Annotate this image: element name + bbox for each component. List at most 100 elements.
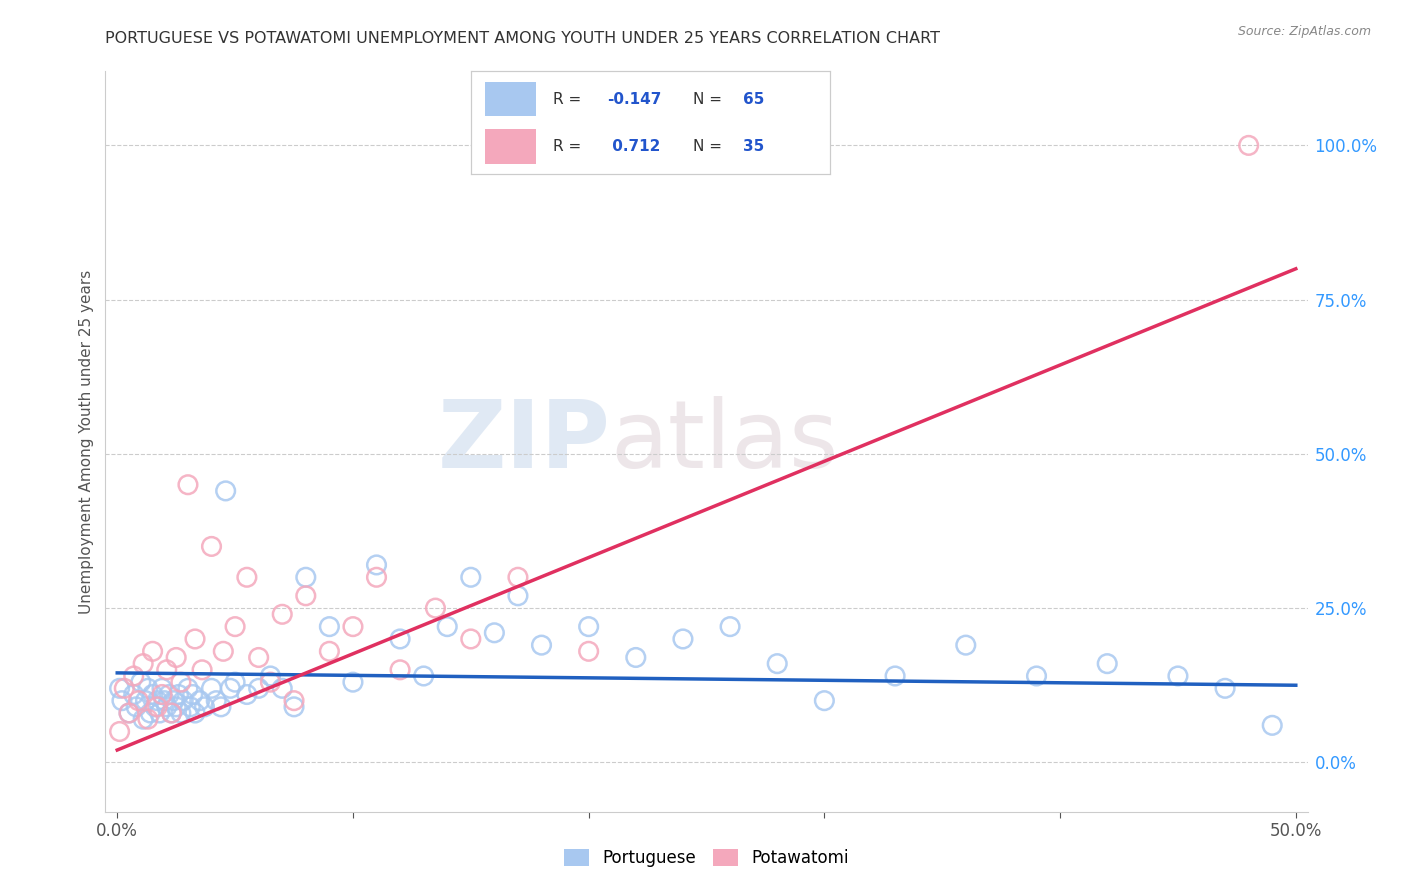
Point (318, 644, 340, 658)
Point (146, 699, 169, 714)
Point (165, 650, 187, 665)
Point (200, 540, 222, 554)
Point (156, 663, 179, 677)
FancyBboxPatch shape (485, 128, 536, 163)
Point (530, 638, 553, 652)
Point (342, 619, 364, 633)
Point (150, 688, 173, 702)
Point (172, 694, 194, 708)
Point (135, 694, 157, 708)
Text: 0.712: 0.712 (607, 139, 661, 153)
Point (157, 688, 180, 702)
Point (146, 694, 169, 708)
Text: N =: N = (693, 92, 727, 106)
Point (1025, 669, 1047, 683)
Point (425, 601, 447, 615)
Point (129, 675, 152, 690)
Point (108, 724, 131, 739)
Text: 35: 35 (744, 139, 765, 153)
Text: N =: N = (693, 139, 727, 153)
Text: -0.147: -0.147 (607, 92, 662, 106)
Point (160, 706, 183, 720)
Point (142, 688, 165, 702)
Point (366, 570, 388, 584)
Point (224, 619, 246, 633)
Text: R =: R = (554, 139, 586, 153)
Point (111, 694, 134, 708)
Point (1213, 681, 1236, 696)
Point (209, 699, 232, 714)
Point (283, 699, 305, 714)
Point (271, 607, 294, 622)
Y-axis label: Unemployment Among Youth under 25 years: Unemployment Among Youth under 25 years (79, 269, 94, 614)
Point (150, 681, 173, 696)
Point (460, 632, 482, 646)
Point (165, 699, 187, 714)
Point (955, 638, 977, 652)
Text: R =: R = (554, 92, 586, 106)
Point (578, 619, 600, 633)
Point (156, 699, 179, 714)
Point (177, 477, 200, 491)
Legend: Portuguese, Potawatomi: Portuguese, Potawatomi (558, 842, 855, 874)
Point (122, 669, 145, 683)
Point (1167, 669, 1189, 683)
Point (212, 644, 235, 658)
Point (108, 681, 131, 696)
Text: atlas: atlas (610, 395, 838, 488)
FancyBboxPatch shape (485, 81, 536, 117)
Point (181, 688, 204, 702)
Point (236, 688, 259, 702)
Point (118, 706, 141, 720)
Point (460, 570, 482, 584)
Point (200, 681, 222, 696)
Point (247, 650, 270, 665)
Point (118, 706, 141, 720)
Point (122, 688, 145, 702)
Point (672, 632, 695, 646)
Point (136, 712, 159, 726)
Point (184, 632, 207, 646)
Point (139, 706, 162, 720)
Point (236, 570, 259, 584)
Point (884, 669, 907, 683)
Point (191, 663, 214, 677)
Text: ZIP: ZIP (437, 395, 610, 488)
Point (389, 632, 412, 646)
Point (170, 675, 193, 690)
Point (188, 694, 211, 708)
Point (167, 688, 190, 702)
Point (624, 650, 647, 665)
Point (112, 681, 135, 696)
Point (766, 657, 789, 671)
Point (342, 675, 364, 690)
Point (1237, 138, 1260, 153)
Point (160, 706, 183, 720)
Point (127, 694, 149, 708)
Point (295, 589, 318, 603)
Point (143, 699, 166, 714)
Point (214, 483, 236, 498)
Point (436, 619, 458, 633)
Point (193, 699, 215, 714)
Point (1261, 718, 1284, 732)
Point (170, 706, 193, 720)
Point (136, 681, 159, 696)
Text: 65: 65 (744, 92, 765, 106)
Point (318, 619, 340, 633)
Point (184, 706, 207, 720)
Point (484, 625, 506, 640)
Point (718, 619, 741, 633)
Point (389, 663, 412, 677)
Point (271, 681, 294, 696)
Point (224, 675, 246, 690)
Point (259, 669, 281, 683)
Point (153, 694, 176, 708)
Point (506, 589, 529, 603)
Text: Source: ZipAtlas.com: Source: ZipAtlas.com (1237, 25, 1371, 38)
Point (177, 681, 200, 696)
Point (149, 706, 172, 720)
Point (247, 681, 270, 696)
Point (259, 675, 281, 690)
Point (295, 570, 318, 584)
